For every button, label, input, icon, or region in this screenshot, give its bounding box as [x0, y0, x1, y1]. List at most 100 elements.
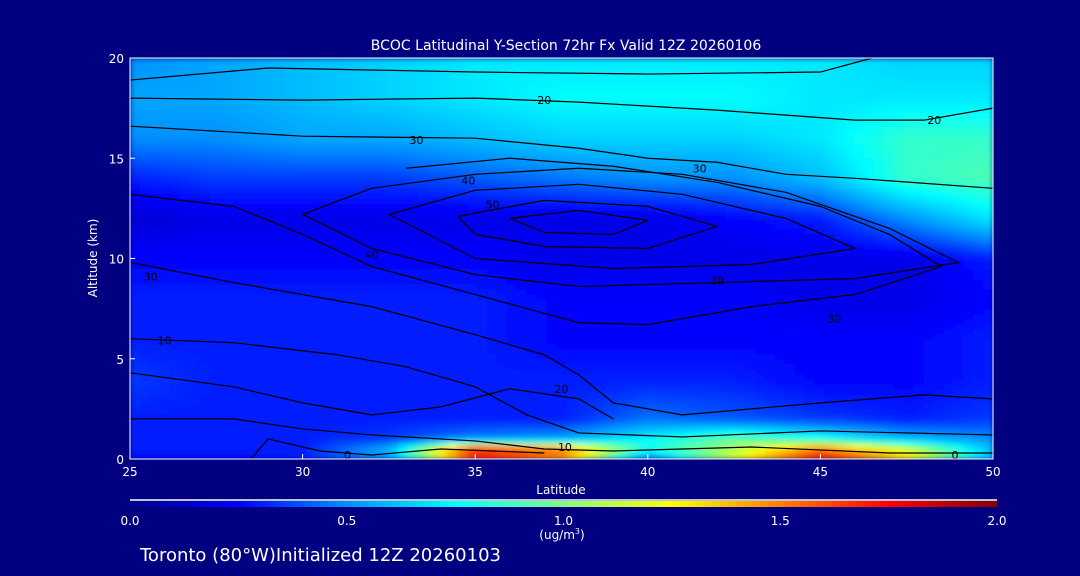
heat-cell — [725, 218, 736, 225]
heat-cell — [625, 173, 637, 179]
heat-cell — [308, 258, 320, 265]
heat-cell — [725, 193, 736, 199]
heat-cell — [943, 338, 954, 345]
heat-cell — [665, 323, 677, 330]
heat-cell — [933, 288, 945, 295]
heat-cell — [586, 188, 597, 194]
heat-cell — [983, 243, 993, 250]
heat-cell — [576, 243, 587, 250]
heat-cell — [645, 263, 657, 270]
heat-cell — [566, 383, 577, 390]
heat-cell — [130, 188, 141, 194]
heat-cell — [308, 408, 320, 415]
heat-cell — [298, 418, 310, 425]
heat-cell — [487, 193, 498, 199]
heat-cell — [328, 233, 339, 240]
heat-cell — [417, 213, 429, 219]
heat-cell — [298, 183, 310, 189]
heat-cell — [377, 303, 389, 310]
heat-cell — [407, 298, 419, 305]
heat-cell — [318, 243, 329, 250]
heat-cell — [973, 193, 984, 199]
heat-cell — [923, 438, 935, 445]
heat-cell — [437, 418, 449, 425]
heat-cell — [616, 453, 627, 459]
heat-cell — [219, 268, 230, 275]
heat-cell — [645, 238, 657, 245]
heat-cell — [913, 348, 925, 355]
heat-cell — [933, 193, 945, 199]
heat-cell — [437, 423, 449, 430]
heat-cell — [338, 398, 349, 405]
heat-cell — [625, 398, 637, 405]
heat-cell — [794, 453, 806, 459]
heat-cell — [457, 333, 468, 340]
heat-cell — [566, 438, 577, 445]
heat-cell — [487, 413, 498, 420]
heat-cell — [407, 313, 419, 320]
heat-cell — [219, 263, 230, 270]
heat-cell — [923, 333, 935, 340]
heat-cell — [566, 198, 577, 204]
heat-cell — [754, 183, 766, 189]
heat-cell — [209, 183, 220, 189]
heat-cell — [616, 198, 627, 204]
heat-cell — [883, 193, 895, 199]
heat-cell — [695, 378, 706, 385]
heat-cell — [387, 228, 399, 235]
heat-cell — [814, 408, 825, 415]
heat-cell — [685, 403, 697, 410]
heat-cell — [665, 348, 677, 355]
heat-cell — [635, 348, 647, 355]
heat-cell — [308, 273, 320, 280]
heat-cell — [794, 408, 806, 415]
heat-cell — [655, 373, 667, 380]
heat-cell — [249, 383, 260, 390]
heat-cell — [844, 213, 855, 219]
heat-cell — [784, 413, 796, 420]
heat-cell — [288, 338, 300, 345]
heat-cell — [447, 228, 458, 235]
heat-cell — [625, 228, 637, 235]
heat-cell — [735, 203, 746, 209]
heat-cell — [268, 183, 280, 189]
heat-cell — [844, 333, 855, 340]
heat-cell — [377, 353, 389, 360]
heat-cell — [844, 223, 855, 230]
heat-cell — [784, 303, 796, 310]
heat-cell — [695, 373, 706, 380]
heat-cell — [923, 253, 935, 260]
heat-cell — [288, 248, 300, 255]
heat-cell — [973, 363, 984, 370]
heat-cell — [665, 338, 677, 345]
heat-cell — [546, 358, 558, 365]
heat-cell — [179, 338, 191, 345]
heat-cell — [536, 443, 548, 450]
heat-cell — [268, 318, 280, 325]
heat-cell — [328, 268, 339, 275]
heat-cell — [764, 203, 776, 209]
heat-cell — [477, 353, 488, 360]
heat-cell — [883, 453, 895, 459]
heat-cell — [189, 298, 201, 305]
heat-cell — [883, 448, 895, 455]
heat-cell — [249, 253, 260, 260]
heat-cell — [298, 238, 310, 245]
heat-cell — [516, 213, 528, 219]
heat-cell — [387, 203, 399, 209]
heat-cell — [764, 188, 776, 194]
heat-cell — [338, 243, 349, 250]
heat-cell — [764, 178, 776, 184]
heat-cell — [348, 228, 359, 235]
heat-cell — [417, 293, 429, 300]
heat-cell — [893, 333, 905, 340]
heat-cell — [179, 368, 191, 375]
heat-cell — [625, 223, 637, 230]
heat-cell — [665, 228, 677, 235]
heat-cell — [159, 313, 171, 320]
heat-cell — [338, 403, 349, 410]
heat-cell — [754, 228, 766, 235]
heat-cell — [159, 388, 171, 395]
heat-cell — [893, 398, 905, 405]
heat-cell — [189, 303, 201, 310]
